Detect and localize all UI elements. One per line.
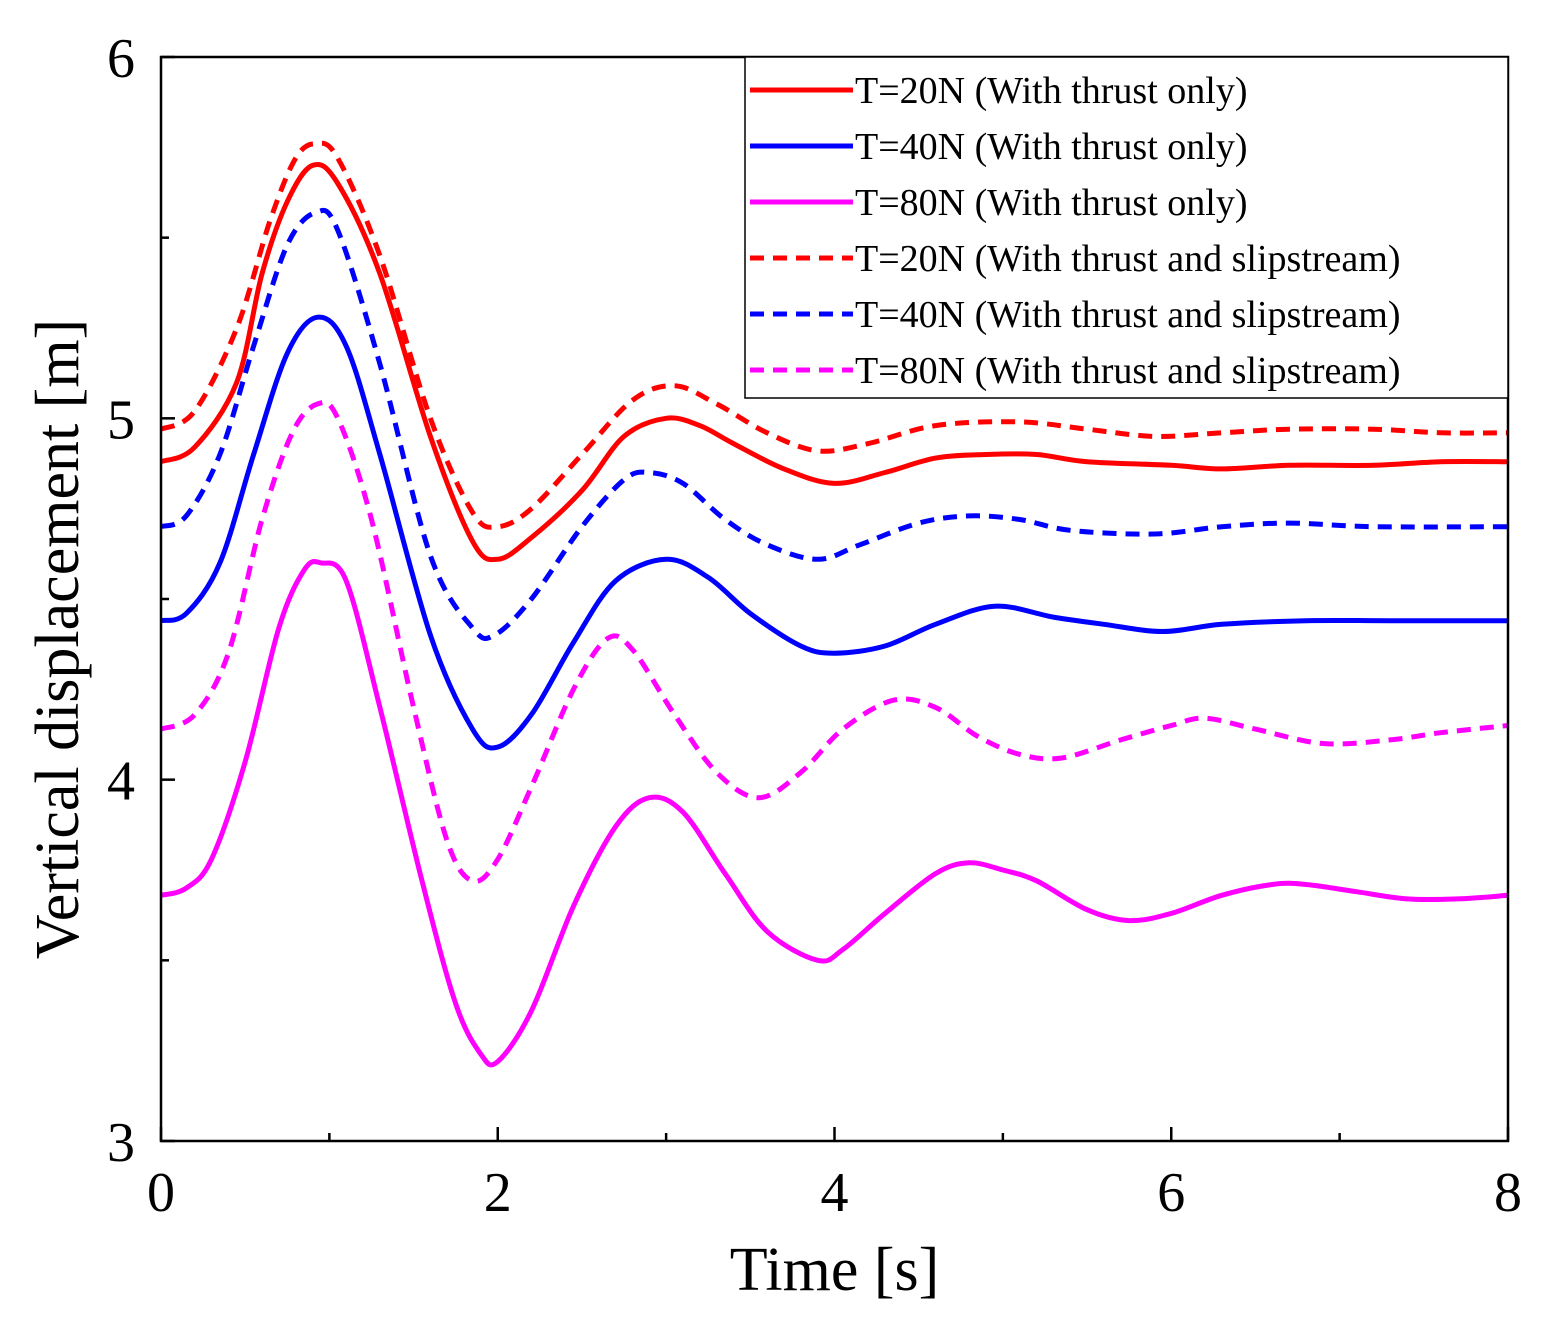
legend-label-3: T=80N (With thrust only) (855, 182, 1247, 224)
x-axis-title: Time [s] (730, 1236, 940, 1304)
y-tick-label: 5 (107, 389, 135, 451)
legend-label-6: T=80N (With thrust and slipstream) (855, 350, 1400, 392)
series-line-4 (159, 140, 1509, 530)
x-tick-label: 4 (821, 1162, 849, 1224)
series-lines (159, 140, 1509, 1068)
legend-label-4: T=20N (With thrust and slipstream) (855, 238, 1400, 280)
series-line-2 (160, 314, 1508, 751)
series-line-1 (160, 161, 1509, 563)
y-tick-label: 4 (107, 751, 135, 813)
tick-labels: 0 2 4 6 8 3 4 5 6 (107, 28, 1522, 1224)
x-tick-label: 8 (1494, 1162, 1522, 1224)
legend-label-2: T=40N (With thrust only) (855, 126, 1247, 168)
series-line-3 (160, 559, 1509, 1068)
legend-label-5: T=40N (With thrust and slipstream) (855, 294, 1400, 336)
series-line-6 (160, 399, 1509, 884)
y-axis-title: Vertical displacement [m] (24, 319, 92, 959)
legend-box (744, 56, 1509, 399)
x-tick-label: 0 (147, 1162, 175, 1224)
y-tick-label: 3 (107, 1112, 135, 1174)
legend-label-1: T=20N (With thrust only) (855, 70, 1247, 112)
x-tick-label: 2 (484, 1162, 512, 1224)
y-tick-label: 6 (107, 28, 135, 90)
series-line-5 (160, 207, 1509, 641)
legend: T=20N (With thrust only) T=40N (With thru… (744, 56, 1509, 399)
x-tick-label: 6 (1157, 1162, 1185, 1224)
